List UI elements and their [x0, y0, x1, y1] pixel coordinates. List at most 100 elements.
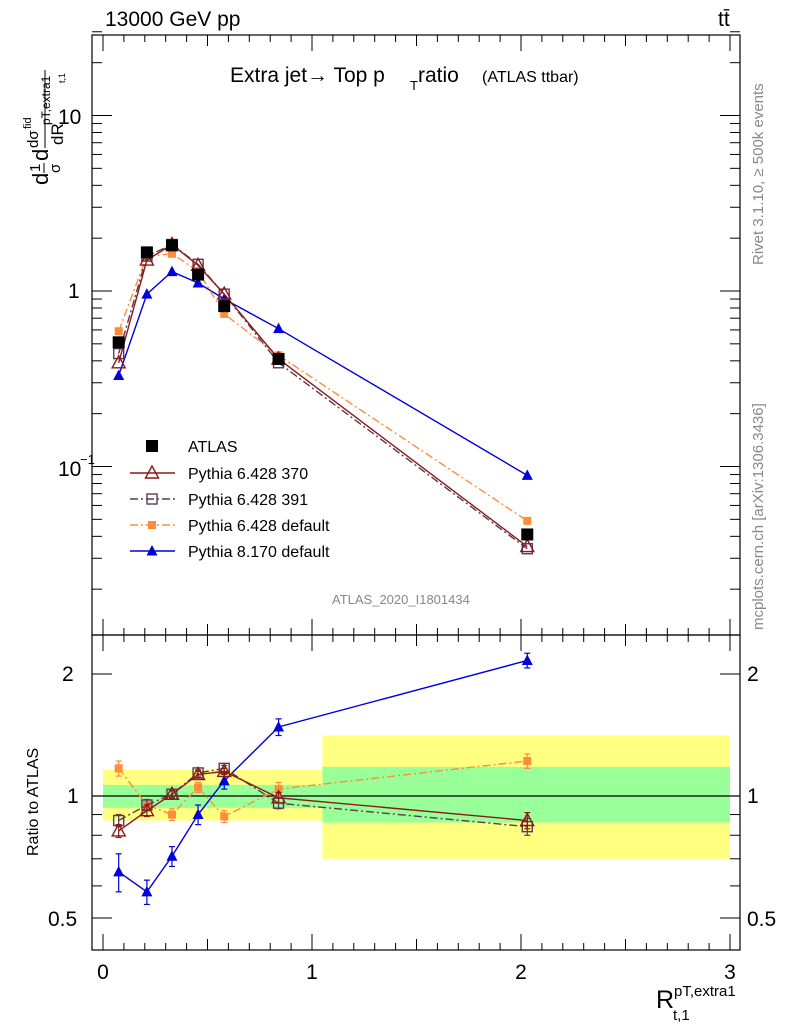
main-ylabel: d 1 σ d dσ fid dR pT,extra1 t,1: [22, 70, 67, 185]
xtick-label-1: 1: [306, 961, 318, 984]
ytick-label-0.1: 10: [58, 458, 81, 481]
legend-entry-atlas: ATLAS: [188, 439, 238, 456]
legend-marker-py6_391: [146, 493, 158, 505]
svg-text:σ: σ: [47, 163, 64, 173]
legend-label-py6-default: Pythia 6.428 default: [188, 518, 330, 535]
main-series-py6_default: [114, 249, 532, 525]
main-line-py6_391: [118, 243, 528, 550]
ratio-ytick-right-1: 1: [747, 785, 759, 808]
xtick-label-0: 0: [97, 961, 109, 984]
ratio-point-py6_370-5: [270, 789, 287, 804]
ratio-point-py6_default-3: [194, 783, 203, 792]
legend-entry-py6-default: Pythia 6.428 default: [188, 518, 330, 535]
legend-marker-py6_default: [148, 521, 156, 529]
ytick-label-10: 10: [58, 106, 81, 129]
legend-marker-atlas: [146, 440, 158, 452]
main-point-py6_370-6: [519, 538, 535, 553]
main-point-py6_default-0: [114, 327, 123, 336]
main-point-py6_default-6: [523, 516, 532, 525]
analysis-label: ATLAS_2020_I1801434: [332, 592, 470, 607]
main-line-py6_default: [118, 253, 528, 522]
ratio-point-py8_default-3: [192, 808, 204, 820]
ratio-point-py6_default-4: [220, 812, 229, 821]
ratio-point-py8_default-0: [113, 865, 125, 877]
main-point-atlas-3: [192, 268, 205, 281]
main-series-py6_370: [110, 236, 535, 553]
ratio-series-layer: [110, 652, 535, 906]
xlabel-sub: t,1: [673, 1007, 690, 1024]
xtick-label-2: 2: [515, 961, 527, 984]
ratio-point-py8_default-4: [218, 774, 230, 786]
mcplots-label: mcplots.cern.ch [arXiv:1306.3436]: [750, 403, 767, 630]
main-line-py8_default: [118, 270, 528, 476]
main-series-py6_391: [112, 238, 533, 555]
ratio-point-py6_370-4: [216, 762, 232, 778]
ratio-point-py6_370-1: [139, 802, 155, 817]
main-axis-ticks: [92, 31, 740, 635]
main-point-atlas-0: [112, 336, 125, 349]
legend-markers: [130, 440, 175, 556]
main-point-atlas-4: [218, 300, 231, 313]
ratio-series-py8_default: [113, 652, 533, 906]
main-title: Extra jet→ Top p T ratio (ATLAS ttbar): [230, 64, 579, 93]
legend-label-atlas: ATLAS: [188, 439, 238, 456]
ratio-point-py8_default-6: [521, 654, 533, 665]
main-point-py8_default-1: [141, 288, 153, 299]
legend-marker-py6_370: [144, 464, 160, 479]
main-title-tail: ratio: [418, 64, 459, 87]
ratio-point-py6_default-0: [114, 764, 123, 773]
ytick-label-1: 1: [68, 280, 80, 303]
ratio-ytick-left-1: 1: [67, 785, 79, 808]
main-point-py6_370-4: [216, 285, 232, 300]
ratio-point-py8_default-2: [166, 850, 178, 861]
process-label: tt̄: [718, 8, 730, 31]
legend-label-py6-391: Pythia 6.428 391: [188, 492, 308, 509]
ratio-point-py8_default-1: [141, 885, 153, 897]
svg-text:dσ: dσ: [25, 130, 42, 148]
energy-label: 13000 GeV pp: [105, 8, 240, 31]
main-point-atlas-1: [140, 246, 153, 259]
ratio-ytick-right-2: 2: [747, 663, 759, 686]
main-point-py8_default-2: [166, 265, 178, 277]
main-point-py6_default-4: [220, 309, 229, 318]
main-series-py8_default: [113, 265, 533, 480]
svg-text:fid: fid: [22, 117, 34, 129]
xlabel-sup: pT,extra1: [674, 983, 736, 1000]
svg-text:dR: dR: [48, 123, 67, 145]
main-title-text: Extra jet→ Top p: [230, 64, 385, 87]
main-series-layer: [110, 236, 535, 555]
ratio-ytick-left-2: 2: [62, 663, 74, 686]
xlabel-main: R: [656, 986, 674, 1014]
legend-marker-py8_default: [146, 545, 158, 556]
ratio-point-py6_370-0: [110, 822, 127, 837]
main-point-py8_default-0: [113, 369, 125, 381]
ratio-point-py8_default-5: [273, 720, 285, 732]
ratio-uncertainty-bands: [92, 735, 740, 859]
main-series-atlas: [112, 239, 534, 541]
ratio-point-py6_default-2: [167, 810, 176, 819]
ratio-point-py6_default-5: [274, 785, 283, 794]
ytick-label-0.1-exponent: −1: [80, 452, 95, 467]
svg-text:1: 1: [27, 164, 44, 172]
main-point-atlas-5: [272, 352, 285, 365]
main-point-py8_default-3: [192, 277, 204, 288]
svg-text:pT,extra1: pT,extra1: [39, 75, 53, 125]
legend-entry-py6-370: Pythia 6.428 370: [188, 466, 308, 483]
main-ytick-labels: 10 −1 1 10: [58, 106, 95, 481]
main-point-py6_default-2: [167, 249, 176, 258]
ratio-ytick-labels: 0.5 1 2 0.5 1 2: [48, 663, 776, 931]
svg-text:d: d: [28, 173, 53, 185]
ratio-point-py6_370-3: [190, 766, 206, 781]
ratio-ytick-left-0.5: 0.5: [48, 908, 77, 931]
legend-label-py8-default: Pythia 8.170 default: [188, 544, 330, 561]
main-title-subscript: T: [410, 78, 418, 93]
ratio-ylabel: Ratio to ATLAS: [25, 748, 42, 856]
main-point-py6_370-0: [110, 354, 127, 369]
ratio-ytick-right-0.5: 0.5: [747, 908, 776, 931]
ratio-axis-ticks: [92, 635, 740, 950]
legend-entry-py6-391: Pythia 6.428 391: [188, 492, 308, 509]
ratio-point-py6_370-6: [519, 812, 535, 827]
ratio-point-py6_370-2: [164, 785, 180, 800]
legend-label-py6-370: Pythia 6.428 370: [188, 466, 308, 483]
ratio-point-py6_default-6: [523, 757, 532, 766]
